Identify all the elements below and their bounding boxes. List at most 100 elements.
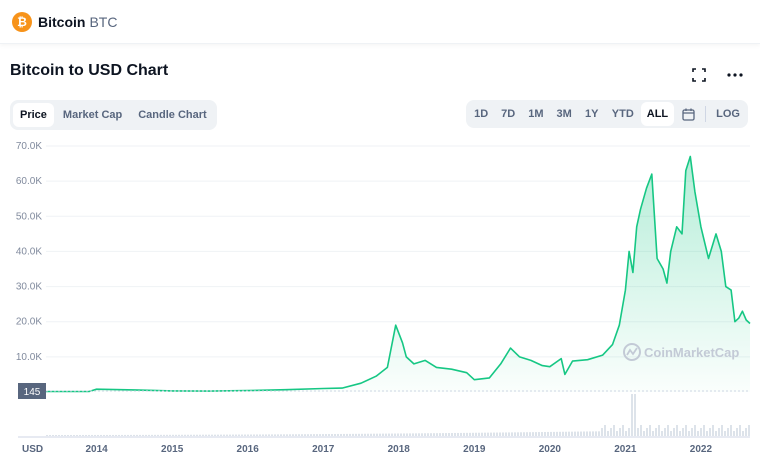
coin-name[interactable]: Bitcoin (38, 13, 86, 30)
volume-bar (52, 434, 54, 436)
volume-bar (400, 433, 402, 436)
volume-bar (247, 434, 249, 436)
volume-bar (667, 425, 669, 436)
volume-bar (70, 434, 72, 436)
volume-bar (190, 434, 192, 436)
tab-price[interactable]: Price (13, 103, 54, 127)
volume-bar (181, 434, 183, 436)
volume-bar (727, 428, 729, 436)
volume-bar (718, 428, 720, 436)
volume-bar (313, 434, 315, 436)
volume-bar (178, 434, 180, 436)
volume-bar (307, 434, 309, 436)
volume-bar (460, 432, 462, 436)
volume-bar (304, 434, 306, 436)
volume-bar (523, 432, 525, 436)
range-1d[interactable]: 1D (474, 108, 489, 120)
volume-bar (742, 431, 744, 436)
volume-bar (697, 431, 699, 436)
volume-bar (214, 434, 216, 436)
range-3m[interactable]: 3M (556, 108, 572, 120)
volume-bar (118, 434, 120, 436)
range-ytd[interactable]: YTD (611, 108, 634, 120)
volume-bar (457, 432, 459, 436)
volume-bar (211, 434, 213, 436)
range-7d[interactable]: 7D (501, 108, 516, 120)
volume-bar (109, 434, 111, 436)
volume-bar (520, 432, 522, 436)
x-tick-label: 2020 (539, 444, 562, 455)
y-axis: 10.0K 20.0K 30.0K 40.0K 50.0K 60.0K 70.0K (16, 141, 42, 363)
volume-bar (289, 434, 291, 436)
volume-bar (328, 434, 330, 436)
chart-type-tabs: Price Market Cap Candle Chart (10, 100, 217, 130)
volume-bar (151, 434, 153, 436)
calendar-icon[interactable] (675, 102, 701, 126)
volume-bar (733, 431, 735, 436)
volume-bar (484, 432, 486, 436)
y-tick-label: 50.0K (16, 211, 42, 222)
volume-bar (379, 433, 381, 436)
volume-bar (376, 433, 378, 436)
volume-bar (703, 425, 705, 436)
range-1m[interactable]: 1M (528, 108, 544, 120)
volume-bar (607, 431, 609, 436)
chart-title: Bitcoin to USD Chart (10, 62, 169, 79)
tab-candle-chart[interactable]: Candle Chart (138, 109, 207, 121)
fullscreen-icon[interactable] (690, 66, 708, 84)
volume-bar (421, 433, 423, 436)
price-area-fill (46, 156, 750, 392)
more-options-icon[interactable] (726, 66, 744, 84)
volume-bar (397, 433, 399, 436)
volume-bar (265, 434, 267, 436)
volume-bar (604, 425, 606, 436)
volume-bar (283, 434, 285, 436)
volume-bar (85, 434, 87, 436)
volume-bar (490, 432, 492, 436)
volume-bar (715, 431, 717, 436)
volume-bar (511, 432, 513, 436)
volume-bar (268, 434, 270, 436)
volume-bar (133, 434, 135, 436)
volume-bar (700, 428, 702, 436)
log-scale-toggle[interactable]: LOG (716, 108, 740, 120)
volume-bar (226, 434, 228, 436)
volume-bar (298, 434, 300, 436)
x-tick-label: 2014 (85, 444, 108, 455)
volume-bar (544, 431, 546, 436)
volume-bar (409, 433, 411, 436)
volume-bar (91, 434, 93, 436)
volume-bar (208, 434, 210, 436)
volume-bar (688, 431, 690, 436)
volume-bar (184, 434, 186, 436)
volume-bar (370, 433, 372, 436)
volume-bar (463, 432, 465, 436)
volume-bar (736, 428, 738, 436)
range-all[interactable]: ALL (640, 102, 675, 126)
volume-bar (67, 434, 69, 436)
volume-bar (601, 428, 603, 436)
volume-bar (652, 431, 654, 436)
chart-gridlines (46, 145, 750, 358)
volume-bar (451, 433, 453, 436)
volume-bar (706, 431, 708, 436)
volume-bar (748, 425, 750, 436)
volume-bar (202, 434, 204, 436)
price-chart[interactable]: 10.0K 20.0K 30.0K 40.0K 50.0K 60.0K 70.0K Coin… (0, 136, 760, 461)
volume-bar (628, 428, 630, 436)
volume-bar (361, 433, 363, 436)
currency-label: USD (22, 444, 43, 455)
volume-bar (73, 434, 75, 436)
volume-bar (625, 431, 627, 436)
tab-market-cap[interactable]: Market Cap (62, 109, 123, 121)
volume-bar (301, 434, 303, 436)
volume-bar (217, 434, 219, 436)
range-1y[interactable]: 1Y (585, 108, 599, 120)
volume-bar (121, 434, 123, 436)
volume-bar (673, 428, 675, 436)
volume-bar (148, 434, 150, 436)
start-price-marker (18, 383, 46, 399)
volume-bar (280, 434, 282, 436)
volume-bar (124, 434, 126, 436)
volume-bar (172, 434, 174, 436)
